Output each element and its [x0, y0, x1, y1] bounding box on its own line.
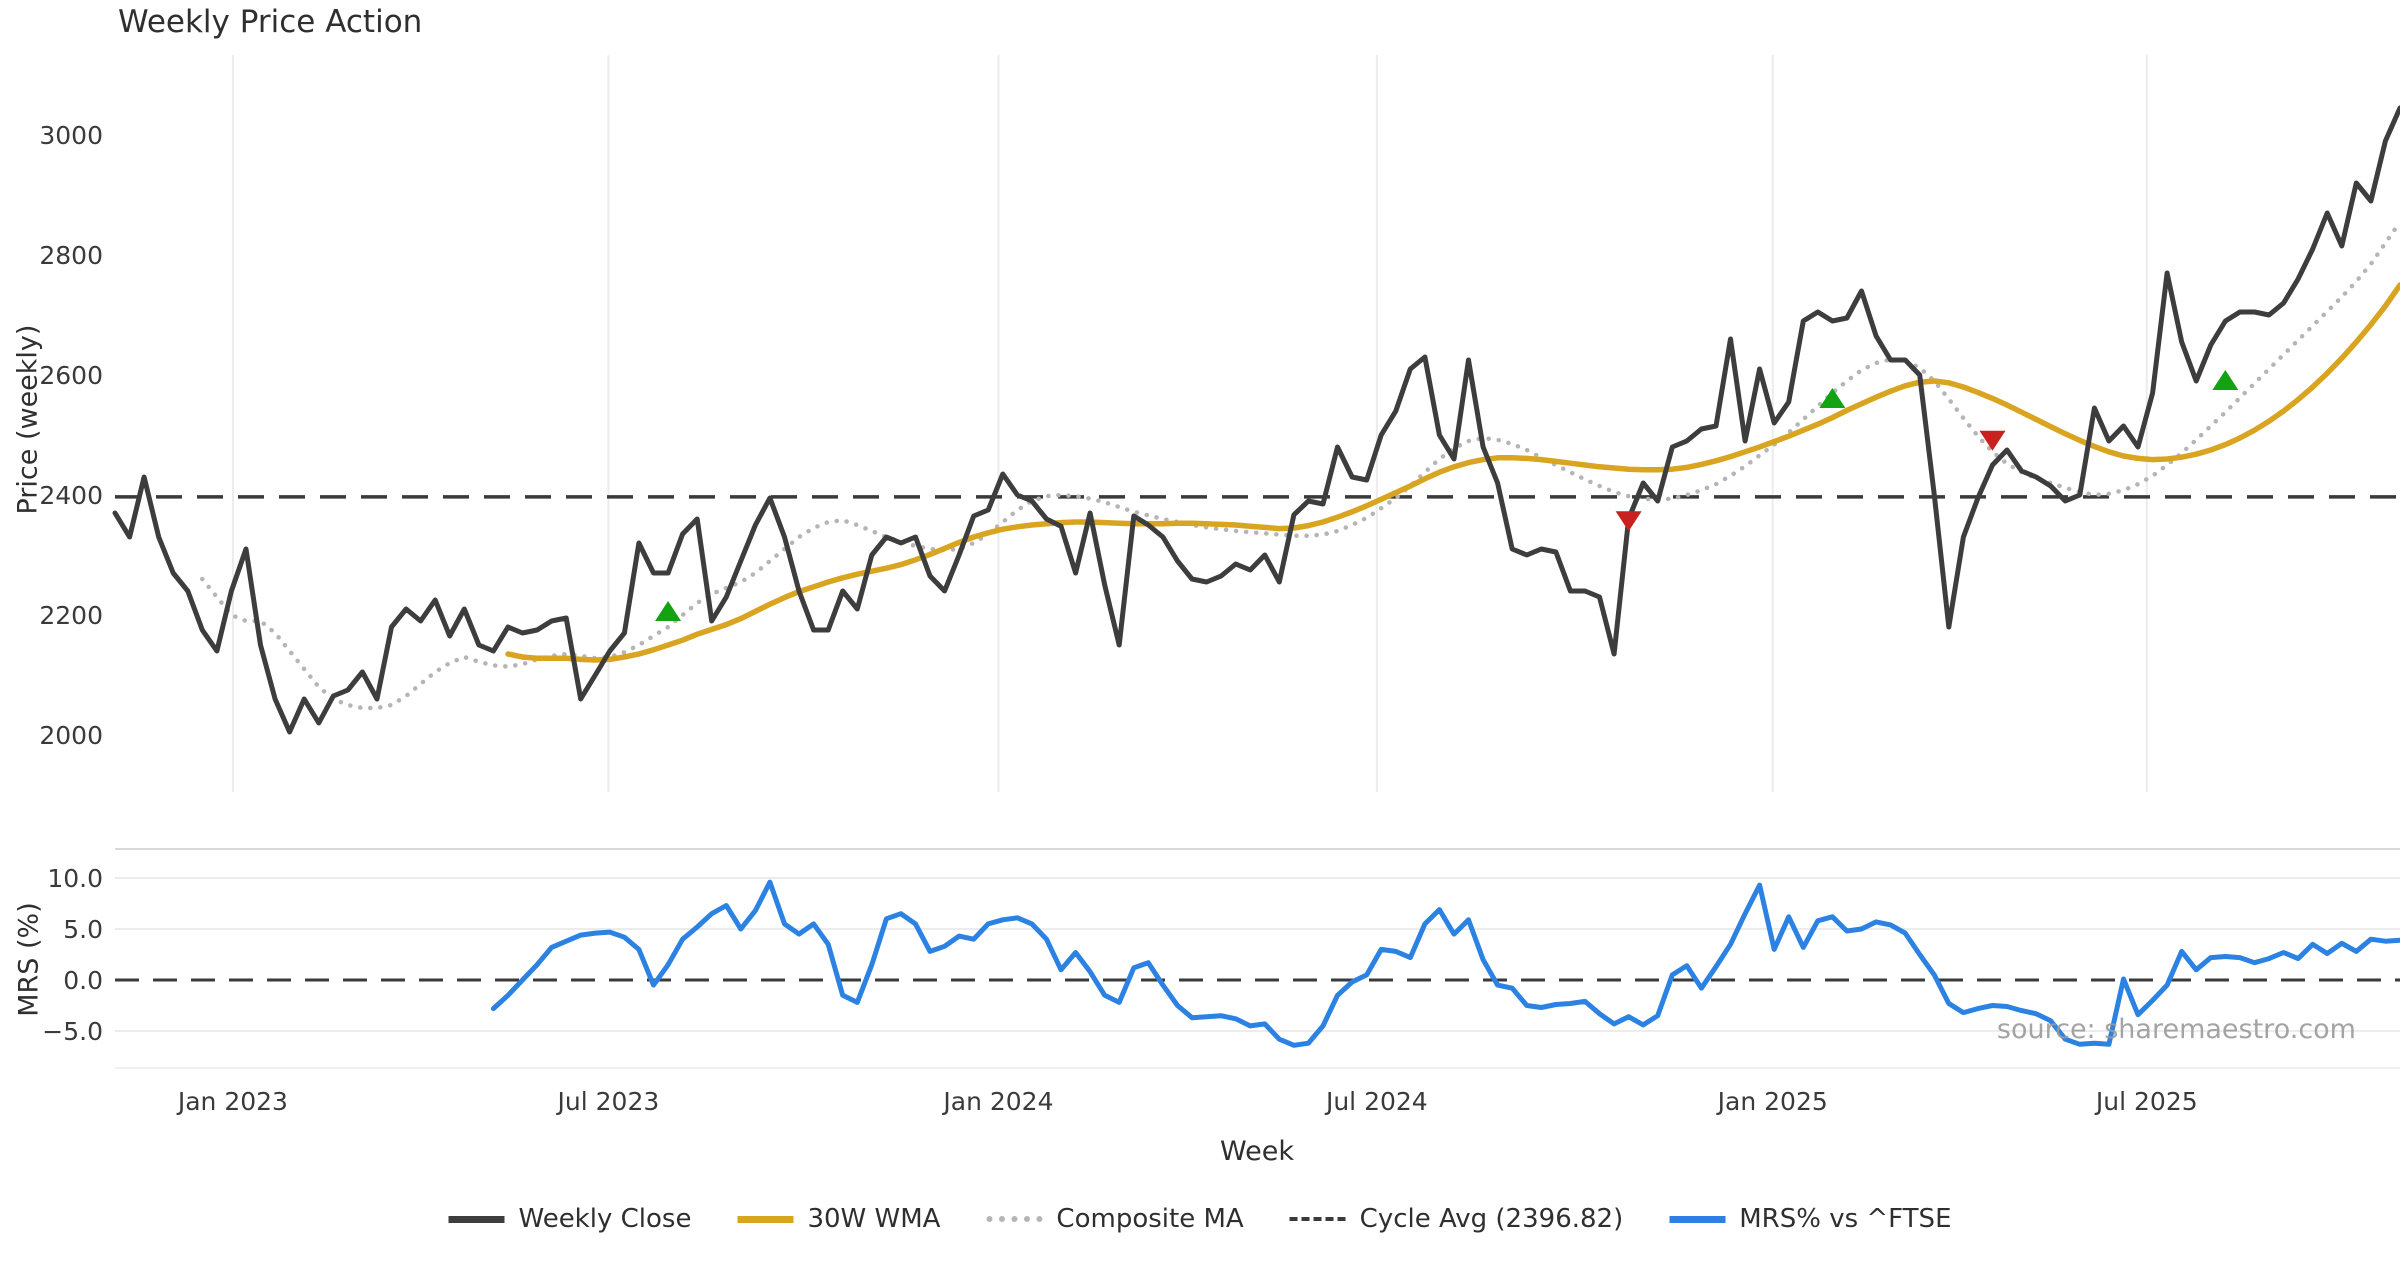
wma-line-icon	[737, 1215, 794, 1223]
mrs-line-icon	[1669, 1215, 1726, 1223]
price-y-tick-label: 2200	[39, 601, 103, 630]
legend-label: Weekly Close	[518, 1204, 692, 1234]
legend-item-30w-wma: 30W WMA	[737, 1204, 940, 1234]
mrs-y-tick-label: 0.0	[63, 966, 103, 995]
buy-marker	[1819, 388, 1846, 408]
page-title: Weekly Price Action	[118, 4, 423, 40]
mrs-y-tick-label: −5.0	[42, 1017, 103, 1046]
buy-marker	[2212, 370, 2239, 390]
x-tick-label: Jan 2025	[1716, 1087, 1828, 1116]
price-y-tick-label: 2800	[39, 241, 103, 270]
sell-marker	[1979, 430, 2006, 451]
x-tick-label: Jul 2023	[556, 1087, 660, 1116]
x-tick-label: Jan 2024	[941, 1087, 1053, 1116]
mrs-axis-label: MRS (%)	[13, 902, 45, 1017]
x-tick-label: Jul 2025	[2094, 1087, 2198, 1116]
cycle-avg-line-icon	[1289, 1217, 1346, 1221]
legend-item-composite-ma: Composite MA	[986, 1204, 1244, 1234]
wma-line	[505, 282, 2400, 663]
composite-ma-line-icon	[986, 1216, 1043, 1222]
price-y-tick-label: 2600	[39, 361, 103, 390]
x-tick-label: Jul 2024	[1324, 1087, 1428, 1116]
weekly-close-line	[112, 105, 2400, 735]
mrs-y-tick-label: 10.0	[47, 864, 103, 893]
price-y-tick-label: 2400	[39, 481, 103, 510]
mrs-y-tick-label: 5.0	[63, 915, 103, 944]
composite-ma-line	[200, 219, 2400, 711]
x-tick-label: Jan 2023	[176, 1087, 288, 1116]
price-y-tick-label: 3000	[39, 121, 103, 150]
price-axis-label: Price (weekly)	[12, 324, 44, 515]
legend-label: Composite MA	[1056, 1204, 1244, 1234]
legend-label: MRS% vs ^FTSE	[1739, 1204, 1952, 1234]
legend-item-mrs: MRS% vs ^FTSE	[1669, 1204, 1951, 1234]
chart-legend: Weekly Close 30W WMA Composite MA Cycle …	[448, 1204, 1951, 1234]
sell-marker	[1615, 511, 1642, 532]
legend-label: 30W WMA	[807, 1204, 941, 1234]
mrs-line	[490, 879, 2400, 1048]
weekly-close-line-icon	[448, 1215, 505, 1223]
source-watermark: source: sharemaestro.com	[1996, 1014, 2356, 1045]
price-y-tick-label: 2000	[39, 721, 103, 750]
legend-label: Cycle Avg (2396.82)	[1359, 1204, 1624, 1234]
week-axis-label: Week	[1220, 1136, 1294, 1167]
legend-item-weekly-close: Weekly Close	[448, 1204, 692, 1234]
legend-item-cycle-avg: Cycle Avg (2396.82)	[1289, 1204, 1624, 1234]
buy-marker	[655, 601, 682, 621]
